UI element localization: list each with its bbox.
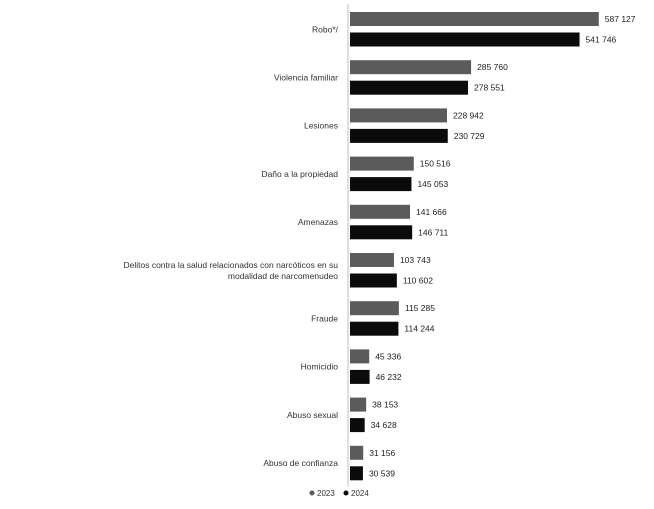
bar-2023 (350, 60, 472, 75)
category-label: Homicidio (301, 362, 339, 372)
data-label: 110 602 (403, 276, 433, 286)
data-label: 146 711 (418, 227, 448, 237)
bar-2023 (350, 204, 411, 219)
category-label: Abuso sexual (287, 410, 338, 420)
data-label: 145 053 (417, 179, 448, 189)
category-label: Abuso de confianza (263, 458, 338, 468)
data-label: 115 285 (405, 303, 435, 313)
legend-label: 2024 (351, 489, 369, 498)
data-label: 114 244 (404, 324, 434, 334)
legend-marker-2023 (309, 490, 315, 496)
category-label: Daño a la propiedad (261, 169, 338, 179)
data-label: 46 232 (376, 372, 402, 382)
data-label: 38 153 (372, 400, 398, 410)
data-label: 587 127 (605, 14, 636, 24)
bar-2024 (350, 177, 412, 192)
data-label: 34 628 (371, 420, 397, 430)
category-label: Violencia familiar (274, 72, 338, 82)
data-label: 285 760 (477, 62, 508, 72)
bar-2023 (350, 397, 367, 412)
bar-2024 (350, 273, 397, 288)
bar-2023 (350, 349, 370, 364)
bar-2024 (350, 321, 399, 336)
category-label: Delitos contra la salud relacionados con… (123, 260, 338, 281)
category-label: Lesiones (304, 121, 338, 131)
data-label: 31 156 (369, 448, 395, 458)
data-label: 278 551 (474, 83, 505, 93)
bar-2023 (350, 108, 448, 123)
data-label: 541 746 (586, 35, 617, 45)
category-label: Amenazas (298, 217, 338, 227)
legend-label: 2023 (317, 489, 335, 498)
data-label: 45 336 (375, 351, 401, 361)
data-label: 30 539 (369, 468, 395, 478)
bar-2023 (350, 445, 364, 460)
bar-2024 (350, 225, 413, 240)
bar-2024 (350, 466, 363, 481)
bar-2024 (350, 418, 365, 433)
bar-2024 (350, 32, 580, 47)
bar-2024 (350, 80, 469, 95)
bar-2024 (350, 128, 448, 143)
data-label: 150 516 (420, 159, 451, 169)
bar-2023 (350, 156, 414, 171)
data-label: 103 743 (400, 255, 431, 265)
category-label: Robo*/ (312, 24, 339, 34)
category-label: Fraude (311, 313, 338, 323)
bar-2023 (350, 301, 399, 316)
bar-2024 (350, 369, 370, 384)
bar-2023 (350, 253, 394, 267)
legend-marker-2024 (343, 490, 349, 496)
data-label: 230 729 (454, 131, 485, 141)
data-label: 141 666 (416, 207, 447, 217)
data-label: 228 942 (453, 110, 484, 120)
bar-2023 (350, 12, 599, 26)
